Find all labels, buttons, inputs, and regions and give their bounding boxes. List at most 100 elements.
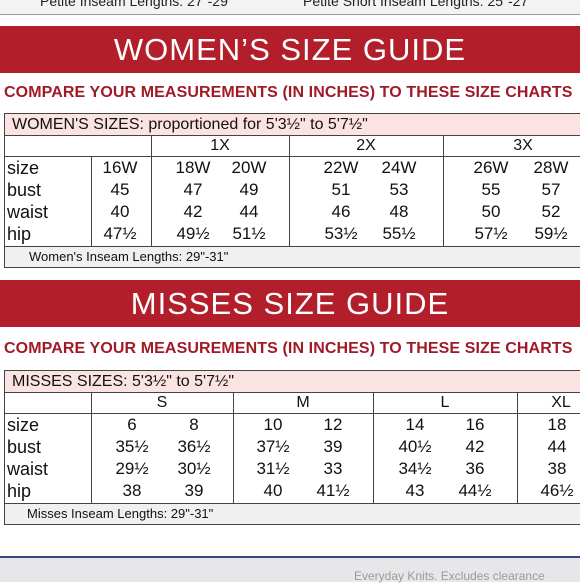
size-cell: 18W — [175, 158, 211, 177]
column-divider — [373, 393, 374, 505]
misses-group-s: S — [156, 394, 168, 411]
waist-cell: 48 — [389, 202, 409, 221]
hip-cell: 55½ — [382, 224, 416, 243]
womens-size-guide-banner: WOMEN’S SIZE GUIDE — [0, 26, 580, 73]
womens-column-22w: 22W 51 46 53½ — [313, 157, 369, 245]
row-label-hip: hip — [7, 481, 32, 501]
row-label-bust: bust — [7, 180, 42, 200]
womens-group-2x: 2X — [356, 137, 376, 154]
bust-cell: 57 — [541, 180, 561, 199]
hip-cell: 51½ — [232, 224, 266, 243]
waist-cell: 30½ — [177, 459, 211, 478]
bust-cell: 40½ — [398, 437, 432, 456]
womens-group-row: 1X 2X 3X — [5, 136, 580, 157]
hip-cell: 44½ — [458, 481, 492, 500]
misses-group-row: S M L XL — [5, 393, 580, 414]
bust-cell: 51 — [331, 180, 351, 199]
hip-cell: 57½ — [474, 224, 508, 243]
womens-column-16w: 16W 45 40 47½ — [91, 157, 149, 245]
misses-column-10: 10 37½ 31½ 40 — [243, 414, 303, 502]
size-cell: 16 — [465, 415, 485, 434]
hip-cell: 40 — [263, 481, 283, 500]
misses-group-xl: XL — [551, 394, 571, 411]
bust-cell: 47 — [183, 180, 203, 199]
womens-group-label — [91, 136, 151, 156]
waist-cell: 52 — [541, 202, 561, 221]
column-divider — [443, 136, 444, 248]
size-cell: 18 — [547, 415, 567, 434]
bottom-promo-band: Everyday Knits. Excludes clearance — [0, 556, 580, 583]
size-cell: 26W — [473, 158, 509, 177]
waist-cell: 46 — [331, 202, 351, 221]
womens-group-1x: 1X — [210, 137, 230, 154]
misses-inseam-text: Misses Inseam Lengths: 29"-31" — [27, 506, 214, 521]
misses-column-18: 18 44 38 46½ — [527, 414, 580, 502]
waist-cell: 34½ — [398, 459, 432, 478]
hip-cell: 49½ — [176, 224, 210, 243]
misses-size-guide-banner: MISSES SIZE GUIDE — [0, 280, 580, 327]
misses-compare-heading: COMPARE YOUR MEASUREMENTS (IN INCHES) TO… — [4, 340, 573, 357]
waist-cell: 36 — [465, 459, 485, 478]
womens-group-3x: 3X — [513, 137, 533, 154]
size-cell: 16W — [102, 158, 138, 177]
column-divider — [91, 157, 92, 248]
misses-size-table: MISSES SIZES: 5'3½" to 5'7½" S M L XL si… — [4, 370, 580, 525]
bust-cell: 53 — [389, 180, 409, 199]
waist-cell: 44 — [239, 202, 259, 221]
bottom-promo-text: Everyday Knits. Excludes clearance — [354, 569, 545, 583]
misses-column-14: 14 40½ 34½ 43 — [385, 414, 445, 502]
size-cell: 10 — [263, 415, 283, 434]
womens-size-table: WOMEN'S SIZES: proportioned for 5'3½" to… — [4, 113, 580, 268]
waist-cell: 33 — [323, 459, 343, 478]
hip-cell: 39 — [184, 481, 204, 500]
hip-cell: 47½ — [103, 224, 137, 243]
column-divider — [289, 136, 290, 248]
row-label-size: size — [7, 415, 40, 435]
hip-cell: 43 — [405, 481, 425, 500]
womens-column-26w: 26W 55 50 57½ — [463, 157, 519, 245]
womens-column-20w: 20W 49 44 51½ — [221, 157, 277, 245]
bust-cell: 42 — [465, 437, 485, 456]
column-divider — [517, 393, 518, 505]
misses-column-6: 6 35½ 29½ 38 — [101, 414, 163, 502]
row-label-waist: waist — [7, 202, 49, 222]
bust-cell: 49 — [239, 180, 259, 199]
column-divider — [233, 393, 234, 505]
womens-table-caption: WOMEN'S SIZES: proportioned for 5'3½" to… — [5, 114, 580, 136]
misses-row-labels: size bust waist hip — [5, 414, 91, 502]
misses-column-16: 16 42 36 44½ — [445, 414, 505, 502]
bust-cell: 39 — [323, 437, 343, 456]
womens-column-28w: 28W 57 52 59½ — [523, 157, 579, 245]
waist-cell: 40 — [110, 202, 130, 221]
size-cell: 24W — [381, 158, 417, 177]
bust-cell: 44 — [547, 437, 567, 456]
petite-inseam-text: Petite Inseam Lengths: 27"-29" — [40, 0, 233, 9]
hip-cell: 46½ — [540, 481, 574, 500]
size-cell: 6 — [127, 415, 137, 434]
top-inseam-strip: Petite Inseam Lengths: 27"-29" Petite Sh… — [0, 0, 580, 15]
womens-row-labels: size bust waist hip — [5, 157, 91, 245]
waist-cell: 42 — [183, 202, 203, 221]
row-label-size: size — [7, 158, 40, 178]
waist-cell: 38 — [547, 459, 567, 478]
row-label-hip: hip — [7, 224, 32, 244]
womens-column-24w: 24W 53 48 55½ — [371, 157, 427, 245]
misses-column-12: 12 39 33 41½ — [303, 414, 363, 502]
womens-column-18w: 18W 47 42 49½ — [165, 157, 221, 245]
column-divider — [151, 136, 152, 248]
misses-table-caption: MISSES SIZES: 5'3½" to 5'7½" — [5, 371, 580, 393]
misses-group-l: L — [440, 394, 450, 411]
waist-cell: 29½ — [115, 459, 149, 478]
size-cell: 20W — [231, 158, 267, 177]
misses-group-m: M — [296, 394, 310, 411]
bust-cell: 55 — [481, 180, 501, 199]
womens-compare-heading: COMPARE YOUR MEASUREMENTS (IN INCHES) TO… — [4, 84, 573, 101]
womens-inseam-footer: Women's Inseam Lengths: 29"-31" — [5, 246, 580, 268]
petite-short-inseam-text: Petite Short Inseam Lengths: 25"-27" — [303, 0, 534, 9]
column-divider — [91, 393, 92, 505]
size-cell: 28W — [533, 158, 569, 177]
misses-inseam-footer: Misses Inseam Lengths: 29"-31" — [5, 503, 580, 525]
bust-cell: 36½ — [177, 437, 211, 456]
hip-cell: 59½ — [534, 224, 568, 243]
hip-cell: 38 — [122, 481, 142, 500]
